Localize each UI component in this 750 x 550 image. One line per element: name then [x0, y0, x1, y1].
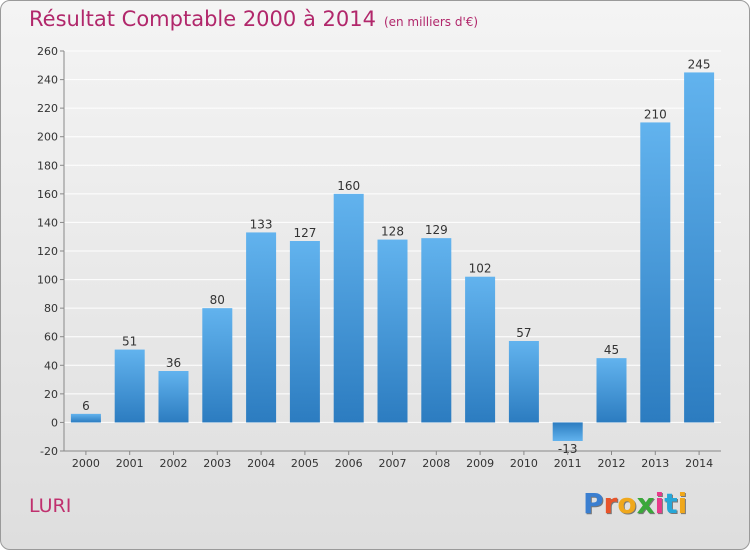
logo-letter: x	[636, 487, 655, 520]
logo-letter: i	[654, 487, 665, 520]
y-tick-label: 60	[44, 331, 58, 344]
bar-2010	[508, 341, 539, 423]
data-label: 51	[122, 335, 137, 349]
data-label: 160	[337, 179, 360, 193]
x-tick-label: 2008	[422, 457, 450, 470]
logo-letter: P	[583, 487, 604, 520]
chart-title: Résultat Comptable 2000 à 2014 (en millie…	[29, 7, 478, 31]
place-label: LURI	[29, 495, 72, 517]
data-label: 45	[604, 343, 619, 357]
y-tick-label: 40	[44, 359, 58, 372]
y-tick-label: 240	[37, 74, 58, 87]
y-tick-label: 160	[37, 188, 58, 201]
data-label: 245	[688, 57, 711, 71]
x-tick-label: 2005	[291, 457, 319, 470]
bar-2011	[552, 422, 583, 441]
x-tick-label: 2003	[203, 457, 231, 470]
data-label: 129	[425, 223, 448, 237]
data-label: 36	[166, 356, 181, 370]
bar-2002	[158, 371, 189, 423]
x-tick-label: 2010	[510, 457, 538, 470]
y-tick-label: 80	[44, 302, 58, 315]
data-label: 128	[381, 225, 404, 239]
y-tick-label: -20	[40, 445, 58, 458]
bar-2003	[202, 308, 233, 423]
y-tick-label: 100	[37, 274, 58, 287]
x-tick-label: 2014	[685, 457, 713, 470]
y-tick-label: 180	[37, 159, 58, 172]
data-label: 210	[644, 107, 667, 121]
x-tick-label: 2000	[72, 457, 100, 470]
bar-2004	[246, 232, 277, 423]
data-label: 127	[293, 226, 316, 240]
chart-title-main: Résultat Comptable 2000 à 2014	[29, 7, 376, 31]
bar-2008	[421, 238, 452, 423]
y-tick-label: 0	[51, 416, 58, 429]
bar-2009	[465, 276, 496, 423]
logo-letter: o	[617, 487, 637, 520]
bar-2005	[289, 241, 320, 423]
bar-2007	[377, 239, 408, 423]
x-tick-label: 2004	[247, 457, 275, 470]
proxiti-logo: Proxiti	[583, 487, 687, 520]
x-tick-label: 2011	[554, 457, 582, 470]
x-tick-label: 2009	[466, 457, 494, 470]
bar-2001	[114, 349, 145, 423]
x-tick-label: 2001	[116, 457, 144, 470]
bar-2006	[333, 193, 364, 423]
data-label: -13	[558, 442, 578, 456]
logo-letter: i	[677, 487, 688, 520]
y-tick-label: 200	[37, 131, 58, 144]
y-tick-label: 120	[37, 245, 58, 258]
x-tick-label: 2006	[335, 457, 363, 470]
data-label: 57	[516, 326, 531, 340]
logo-letter: t	[664, 487, 678, 520]
x-tick-label: 2002	[160, 457, 188, 470]
data-label: 80	[210, 293, 225, 307]
bar-2014	[684, 72, 715, 423]
x-tick-label: 2013	[641, 457, 669, 470]
y-tick-label: 20	[44, 388, 58, 401]
bar-2013	[640, 122, 671, 423]
x-tick-label: 2012	[598, 457, 626, 470]
data-label: 133	[250, 217, 273, 231]
data-label: 6	[82, 399, 90, 413]
logo-letter: r	[603, 487, 618, 520]
y-tick-label: 260	[37, 45, 58, 58]
bar-2000	[70, 413, 101, 423]
y-tick-label: 220	[37, 102, 58, 115]
x-tick-label: 2007	[379, 457, 407, 470]
bar-2012	[596, 358, 627, 423]
chart-title-unit: (en milliers d'€)	[383, 15, 479, 29]
data-label: 102	[469, 262, 492, 276]
y-tick-label: 140	[37, 216, 58, 229]
